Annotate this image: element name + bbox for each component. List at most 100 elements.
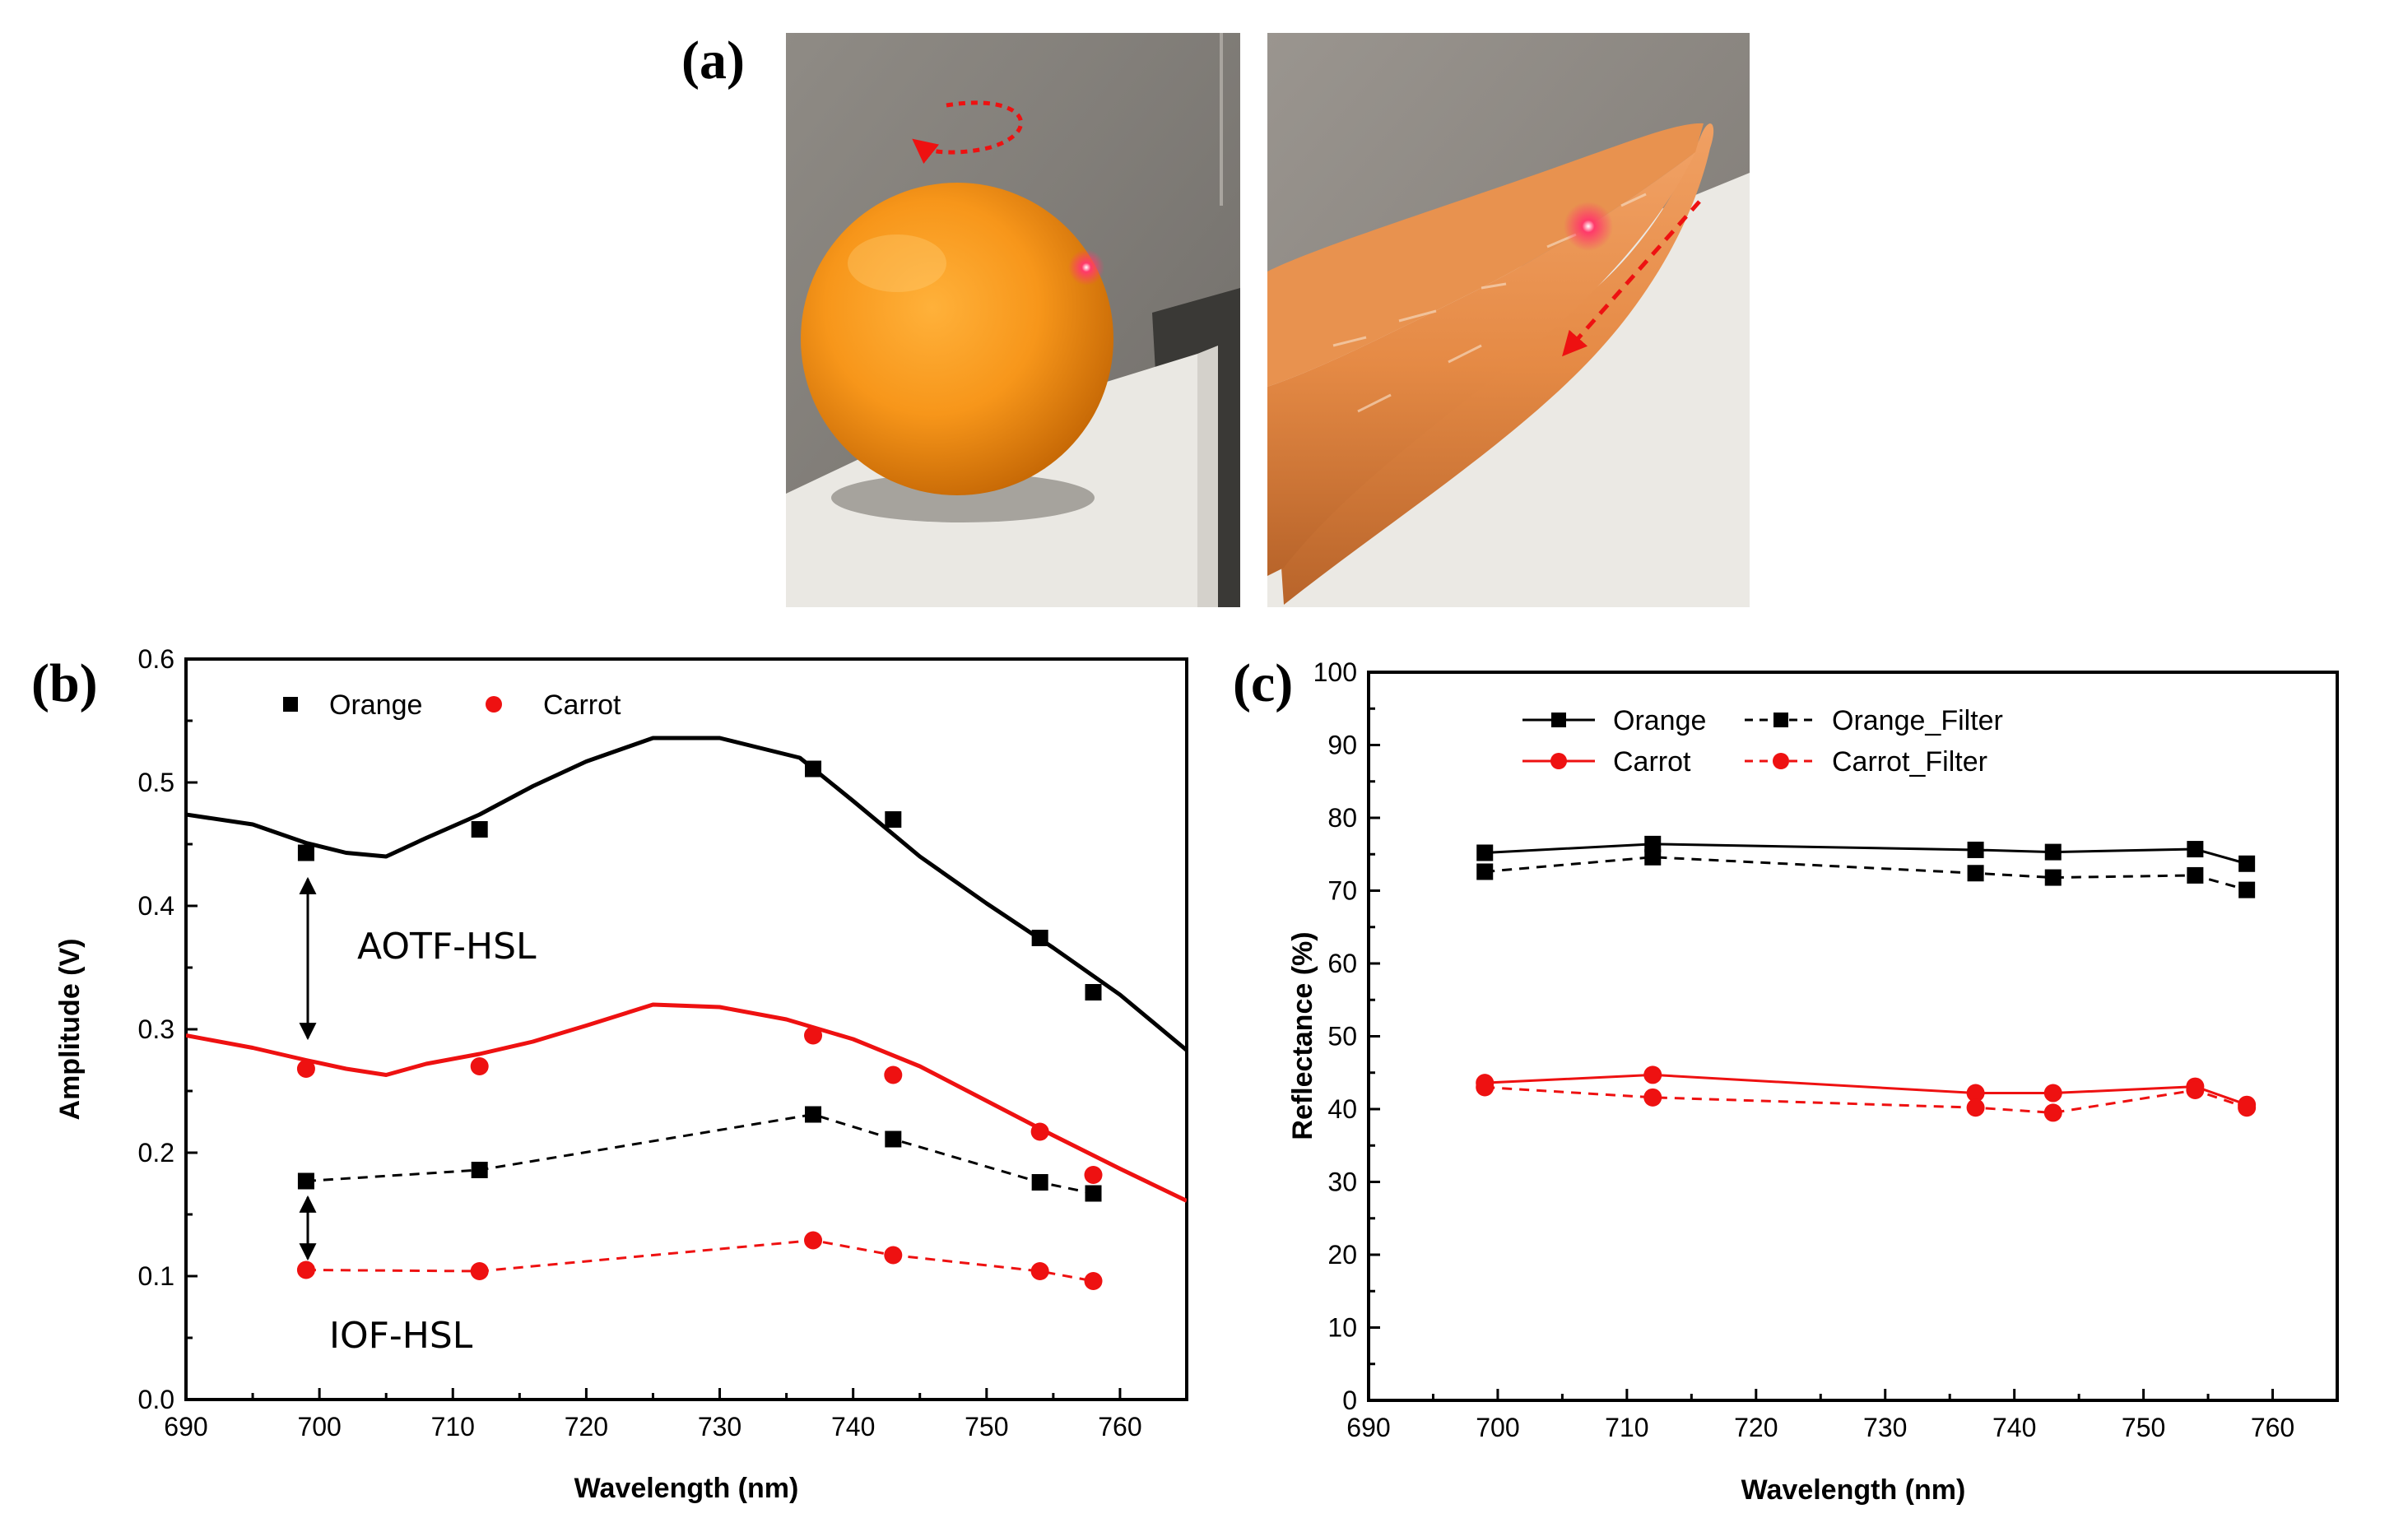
x-tick-label-b-720: 720 <box>565 1412 608 1441</box>
point-c-orange-filter-758 <box>2238 881 2256 898</box>
point-c-carrot-filter-743 <box>2043 1103 2062 1122</box>
y-tick-label-b-0.5: 0.5 <box>138 768 174 797</box>
point-b-carrot-iof-743 <box>884 1246 903 1265</box>
annotation-aotf-hsl: AOTF-HSL <box>357 926 537 968</box>
point-b-orange-iof-743 <box>885 1130 902 1148</box>
x-tick-label-b-700: 700 <box>297 1412 341 1441</box>
point-b-orange-iof-754 <box>1031 1174 1048 1191</box>
plot-area-c <box>1367 671 2339 1402</box>
point-b-carrot-aotf-points-712 <box>470 1057 489 1075</box>
point-b-orange-iof-712 <box>471 1162 488 1178</box>
y-tick-label-c-20: 20 <box>1327 1240 1357 1270</box>
x-tick-label-b-730: 730 <box>698 1412 741 1441</box>
point-b-orange-aotf-points-758 <box>1085 984 1102 1000</box>
y-tick-label-c-70: 70 <box>1327 876 1357 906</box>
point-b-carrot-aotf-points-754 <box>1030 1122 1049 1141</box>
legend-c: Orange Orange_Filter Carrot Carrot_Filte… <box>1522 705 2003 778</box>
y-tick-label-c-80: 80 <box>1327 803 1357 833</box>
y-tick-label-b-0.1: 0.1 <box>138 1261 174 1291</box>
x-tick-label-b-740: 740 <box>831 1412 875 1441</box>
point-b-orange-aotf-points-712 <box>471 821 488 838</box>
series-b <box>186 736 1187 1290</box>
point-c-carrot-filter-758 <box>2238 1098 2257 1117</box>
annotation-iof-hsl: IOF-HSL <box>329 1315 473 1357</box>
point-c-carrot-737 <box>1966 1084 1985 1103</box>
legend-marker-carrot <box>486 696 502 713</box>
point-c-carrot-filter-712 <box>1643 1088 1662 1107</box>
x-tick-label-c-740: 740 <box>1992 1413 2036 1442</box>
y-axis-title-b: Amplitude (V) <box>54 939 86 1121</box>
carrot-photo <box>1267 33 1750 607</box>
point-b-carrot-aotf-points-743 <box>884 1065 903 1084</box>
y-tick-label-c-30: 30 <box>1327 1168 1357 1197</box>
y-axis-title-c: Reflectance (%) <box>1287 931 1318 1140</box>
x-tick-label-b-690: 690 <box>164 1412 207 1441</box>
y-tick-label-c-90: 90 <box>1327 731 1357 760</box>
series-c <box>1476 835 2257 1122</box>
y-tick-label-c-40: 40 <box>1327 1094 1357 1124</box>
series-line-b-carrot-iof <box>305 1239 1094 1283</box>
point-c-orange-filter-699 <box>1476 863 1494 880</box>
x-axis-title-b: Wavelength (nm) <box>574 1473 799 1504</box>
y-tick-label-c-60: 60 <box>1327 949 1357 978</box>
point-b-carrot-iof-754 <box>1030 1262 1049 1280</box>
x-tick-label-c-750: 750 <box>2122 1413 2165 1442</box>
x-tick-label-b-760: 760 <box>1098 1412 1141 1441</box>
point-b-orange-aotf-points-737 <box>805 760 822 778</box>
x-tick-label-b-750: 750 <box>965 1412 1008 1441</box>
series-line-b-orange-iof <box>305 1113 1094 1195</box>
panel-label-c: (c) <box>1233 653 1293 713</box>
x-tick-label-c-760: 760 <box>2251 1413 2294 1442</box>
point-b-orange-iof-758 <box>1085 1185 1102 1202</box>
series-line-b-carrot-aotf-fit <box>186 1002 1187 1203</box>
point-c-orange-758 <box>2238 855 2256 872</box>
point-b-carrot-iof-712 <box>470 1262 489 1280</box>
x-tick-label-c-710: 710 <box>1605 1413 1648 1442</box>
point-c-orange-filter-743 <box>2044 869 2062 886</box>
legend-label-orange: Orange <box>329 689 422 721</box>
x-tick-label-b-710: 710 <box>431 1412 475 1441</box>
legend-marker-orange-filter <box>1773 713 1788 727</box>
legend-label-carrot-filter: Carrot_Filter <box>1832 746 1987 778</box>
y-tick-label-b-0.4: 0.4 <box>138 891 174 921</box>
series-line-c-orange <box>1485 843 2248 866</box>
x-tick-label-c-720: 720 <box>1734 1413 1778 1442</box>
legend-marker-carrot-filter <box>1773 753 1789 769</box>
legend-label-orange-c: Orange <box>1613 705 1706 736</box>
point-b-orange-aotf-points-743 <box>885 811 902 828</box>
point-c-orange-filter-712 <box>1644 848 1662 866</box>
point-b-orange-aotf-points-699 <box>297 844 314 861</box>
legend-label-orange-filter: Orange_Filter <box>1832 705 2003 736</box>
point-c-carrot-filter-737 <box>1966 1098 1985 1117</box>
x-tick-label-c-730: 730 <box>1863 1413 1907 1442</box>
panel-label-b: (b) <box>31 653 98 713</box>
y-tick-label-c-50: 50 <box>1327 1022 1357 1052</box>
point-c-carrot-712 <box>1643 1065 1662 1084</box>
point-c-carrot-filter-754 <box>2186 1080 2205 1099</box>
y-tick-label-c-100: 100 <box>1313 657 1357 687</box>
point-b-carrot-iof-699 <box>296 1260 315 1279</box>
point-b-orange-iof-699 <box>297 1172 314 1190</box>
legend-label-carrot: Carrot <box>543 689 621 721</box>
y-tick-label-c-10: 10 <box>1327 1313 1357 1343</box>
legend-b: Orange Carrot <box>283 689 621 721</box>
series-line-b-orange-aotf-fit <box>186 736 1187 1052</box>
point-c-orange-filter-754 <box>2187 866 2204 884</box>
ticks-c: 690 700 710 720 730 740 750 760 0 10 20 30 40 50 60 70 8… <box>1313 657 2295 1442</box>
point-b-orange-aotf-points-754 <box>1031 930 1048 946</box>
point-c-orange-737 <box>1967 841 1984 858</box>
point-c-orange-filter-737 <box>1967 865 1984 882</box>
y-tick-label-c-0: 0 <box>1342 1386 1357 1415</box>
y-tick-label-b-0.0: 0.0 <box>138 1385 174 1414</box>
y-tick-label-b-0.2: 0.2 <box>138 1138 174 1168</box>
legend-marker-orange <box>283 697 298 712</box>
point-c-orange-712 <box>1644 835 1662 852</box>
chart-b: 690 700 710 720 730 740 750 760 0.0 0.1 0.2 0.3 0.4 0… <box>54 644 1188 1504</box>
plot-area-b <box>184 657 1188 1401</box>
chart-c: 690 700 710 720 730 740 750 760 0 10 20 30 40 50 60 70 8… <box>1287 657 2339 1506</box>
legend-label-carrot-c: Carrot <box>1613 746 1691 778</box>
point-b-carrot-aotf-points-737 <box>804 1026 823 1045</box>
point-b-carrot-iof-758 <box>1084 1272 1103 1290</box>
legend-marker-orange-c <box>1551 713 1566 727</box>
